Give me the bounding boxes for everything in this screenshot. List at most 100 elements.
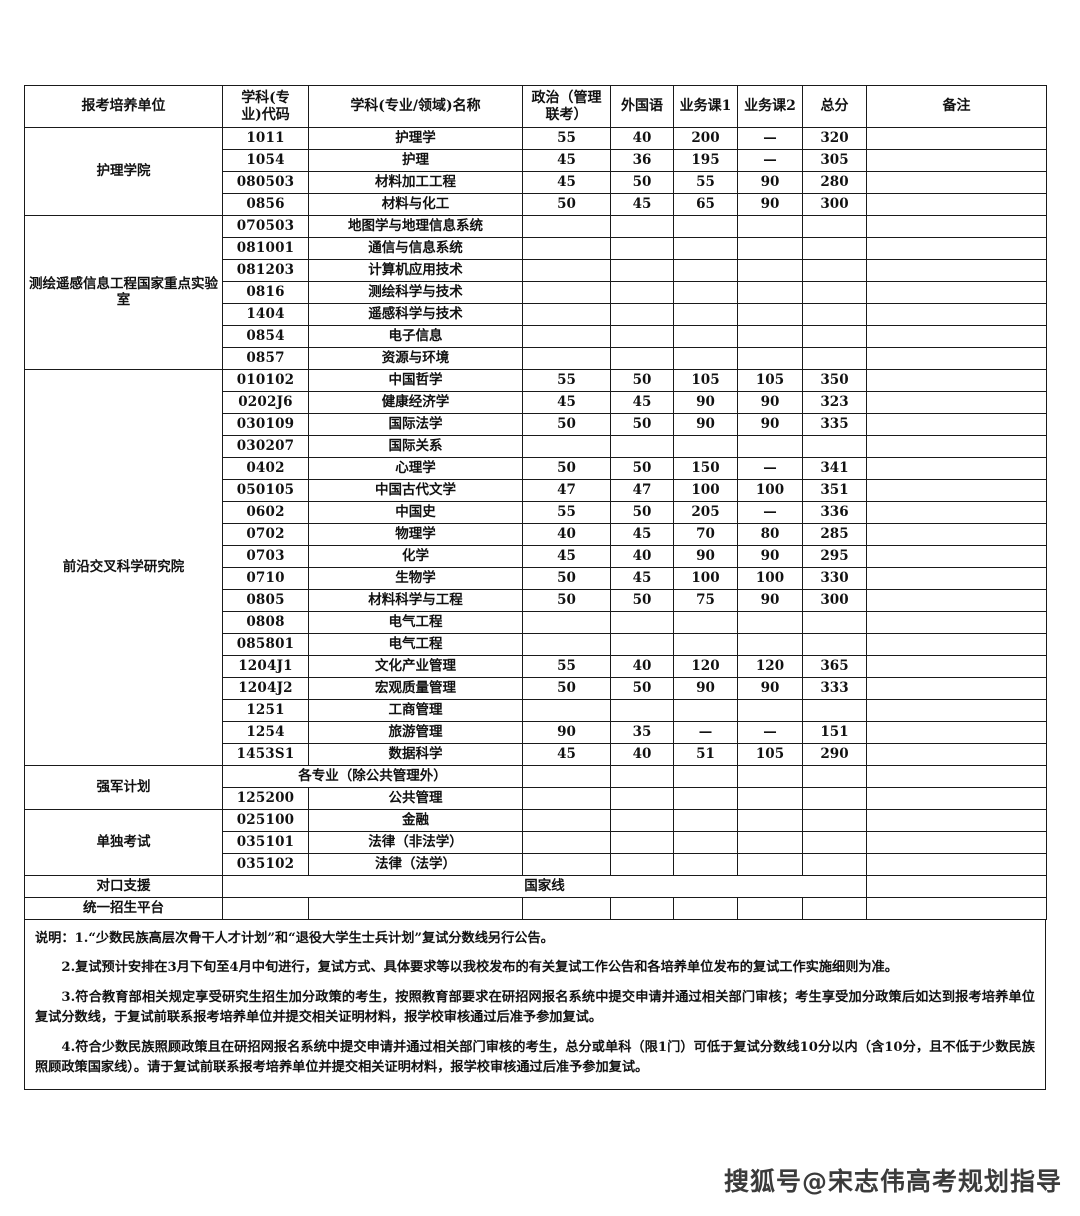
score-cell-wgy [610, 303, 674, 326]
score-cell-yw2: 90 [737, 589, 803, 612]
score-cell-yw1: 150 [673, 457, 738, 480]
score-cell-zz [522, 765, 611, 788]
score-cell-zz: 50 [522, 567, 611, 590]
remark-cell [866, 633, 1047, 656]
score-cell-wgy: 40 [610, 743, 674, 766]
score-cell-wgy [610, 237, 674, 260]
score-cell-zf [802, 897, 867, 920]
table-row: 0854 电子信息 [25, 325, 1047, 348]
score-cell-yw2: 90 [737, 193, 803, 216]
score-cell-yw2: 90 [737, 171, 803, 194]
score-cell-yw2: 90 [737, 391, 803, 414]
score-cell-zf [802, 633, 867, 656]
score-cell-zz [522, 281, 611, 304]
score-cell-yw1 [673, 611, 738, 634]
major-name-cell: 材料与化工 [308, 193, 523, 216]
major-code-cell: 0202J6 [222, 391, 309, 414]
score-cell-yw1 [673, 765, 738, 788]
score-cell-yw1: 90 [673, 677, 738, 700]
score-cell-yw1: 195 [673, 149, 738, 172]
remark-cell [866, 215, 1047, 238]
score-cell-zf: 365 [802, 655, 867, 678]
score-cell-zz [522, 611, 611, 634]
major-name-cell: 法律（法学） [308, 853, 523, 876]
score-cell-zz: 45 [522, 545, 611, 568]
score-cell-zz [522, 303, 611, 326]
unit-cell: 统一招生平台 [24, 897, 223, 920]
remark-cell [866, 611, 1047, 634]
major-code-cell: 0602 [222, 501, 309, 524]
major-name-cell: 护理 [308, 149, 523, 172]
remark-cell [866, 523, 1047, 546]
remark-cell [866, 259, 1047, 282]
major-code-cell: 081001 [222, 237, 309, 260]
major-name-cell: 文化产业管理 [308, 655, 523, 678]
score-cell-zz: 50 [522, 457, 611, 480]
major-name-cell: 计算机应用技术 [308, 259, 523, 282]
score-cell-zz: 55 [522, 655, 611, 678]
score-cell-zf [802, 611, 867, 634]
major-name-cell: 心理学 [308, 457, 523, 480]
score-cell-wgy [610, 765, 674, 788]
score-cell-yw2: 105 [737, 369, 803, 392]
remark-cell [866, 479, 1047, 502]
major-code-cell: 0703 [222, 545, 309, 568]
score-cell-yw1 [673, 259, 738, 282]
score-cell-zz: 50 [522, 677, 611, 700]
score-cell-yw2 [737, 259, 803, 282]
note-line-3: 3.符合教育部相关规定享受研究生招生加分政策的考生，按照教育部要求在研招网报名系… [35, 989, 1035, 1026]
remark-cell [866, 699, 1047, 722]
score-cell-yw2: 100 [737, 567, 803, 590]
score-cell-wgy: 35 [610, 721, 674, 744]
table-row: 1054 护理 45 36 195—305 [25, 149, 1047, 172]
score-cell-zf: 350 [802, 369, 867, 392]
score-cell-yw1 [673, 897, 738, 920]
score-cell-zz: 47 [522, 479, 611, 502]
major-code-cell: 0710 [222, 567, 309, 590]
score-cell-zf [802, 259, 867, 282]
major-code-cell: 050105 [222, 479, 309, 502]
major-name-cell: 地图学与地理信息系统 [308, 215, 523, 238]
score-cell-wgy [610, 853, 674, 876]
column-header-remark: 备注 [866, 85, 1047, 128]
score-cell-yw2 [737, 787, 803, 810]
major-name-cell [308, 897, 523, 920]
score-cell-yw1: 55 [673, 171, 738, 194]
score-cell-wgy [610, 897, 674, 920]
major-code-cell: 125200 [222, 787, 309, 810]
score-cell-zz [522, 633, 611, 656]
score-cell-yw2 [737, 853, 803, 876]
score-cell-wgy: 50 [610, 369, 674, 392]
score-cell-zf [802, 699, 867, 722]
header-row: 报考培养单位 学科(专 业)代码 学科(专业/领域)名称 政治（管理 联考） 外… [24, 85, 1047, 128]
remark-cell [866, 897, 1047, 920]
remark-cell [866, 457, 1047, 480]
major-code-cell: 1204J1 [222, 655, 309, 678]
score-cell-yw2: 80 [737, 523, 803, 546]
score-cell-wgy [610, 809, 674, 832]
score-cell-zz [522, 435, 611, 458]
score-cell-yw2 [737, 611, 803, 634]
major-name-cell: 金融 [308, 809, 523, 832]
remark-cell [866, 677, 1047, 700]
unit-cell: 测绘遥感信息工程国家重点实验室 [24, 215, 223, 370]
major-code-cell: 035102 [222, 853, 309, 876]
remark-cell [866, 369, 1047, 392]
score-cell-zz: 50 [522, 193, 611, 216]
score-cell-wgy: 40 [610, 127, 674, 150]
score-cell-zf: 341 [802, 457, 867, 480]
column-header-foreign-language: 外国语 [610, 85, 674, 128]
major-name-cell: 通信与信息系统 [308, 237, 523, 260]
score-cell-yw2 [737, 237, 803, 260]
column-header-code-line2: 业)代码 [241, 106, 290, 123]
score-cell-yw1: 90 [673, 391, 738, 414]
major-code-cell: 030109 [222, 413, 309, 436]
score-cell-yw1: 65 [673, 193, 738, 216]
score-cell-yw2: 120 [737, 655, 803, 678]
score-cell-wgy [610, 215, 674, 238]
score-cell-zf [802, 809, 867, 832]
remark-cell [866, 281, 1047, 304]
score-cell-yw1 [673, 303, 738, 326]
score-cell-zz: 55 [522, 127, 611, 150]
major-name-cell: 工商管理 [308, 699, 523, 722]
